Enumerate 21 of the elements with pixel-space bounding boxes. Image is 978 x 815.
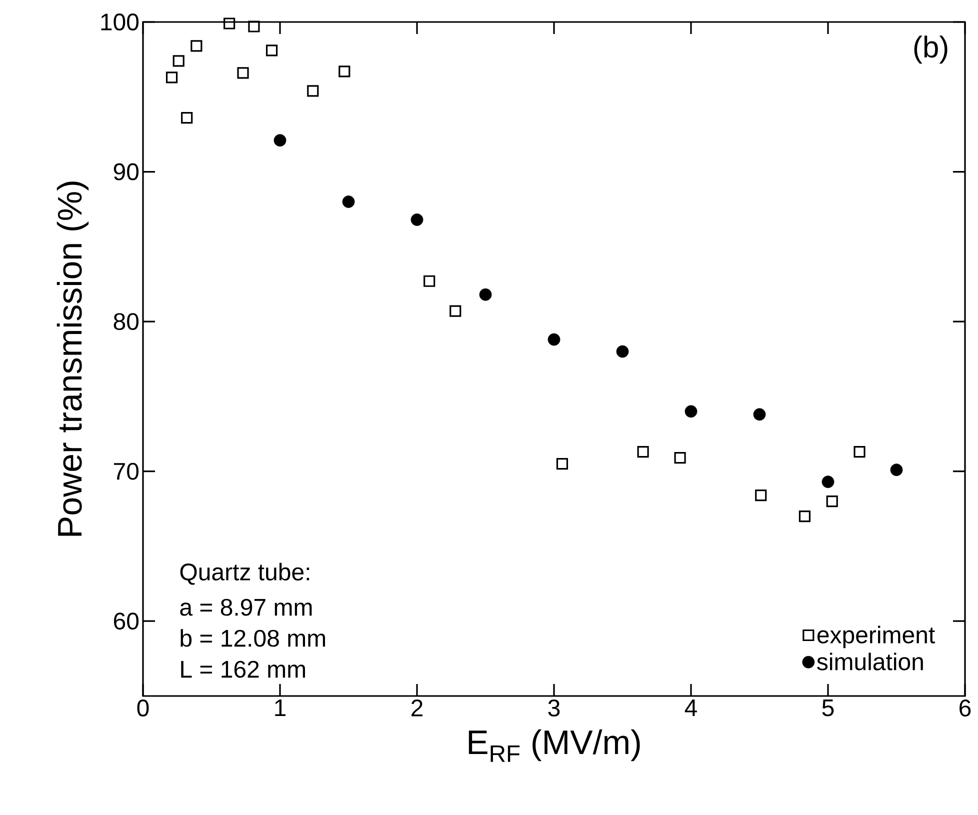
annotation: a = 8.97 mm [180, 598, 312, 616]
x-tick-label: 1 [275, 700, 286, 716]
x-tick-label: 0 [137, 700, 149, 717]
y-tick-label: 70 [114, 462, 139, 480]
y-tick-label: 80 [114, 313, 139, 330]
y-axis-title: Power transmission (%) [56, 182, 89, 536]
x-tick-label: 4 [684, 700, 697, 716]
annotation: L = 162 mm [181, 660, 305, 678]
x-tick-label: 6 [960, 700, 971, 717]
y-tick-label: 100 [101, 14, 139, 30]
legend-label: simulation [817, 652, 923, 670]
x-tick-label: 5 [822, 700, 834, 716]
annotation: (b) [914, 36, 948, 64]
y-tick-label: 60 [114, 612, 139, 630]
x-tick-label: 2 [412, 700, 422, 716]
legend-label: experiment [817, 626, 935, 648]
x-axis-title: E$_{RF}$ (MV/m) [468, 729, 640, 762]
x-tick-label: 3 [548, 700, 560, 717]
annotation: b = 12.08 mm [180, 629, 326, 647]
annotation: Quartz tube: [180, 562, 310, 585]
y-tick-label: 90 [114, 163, 139, 180]
